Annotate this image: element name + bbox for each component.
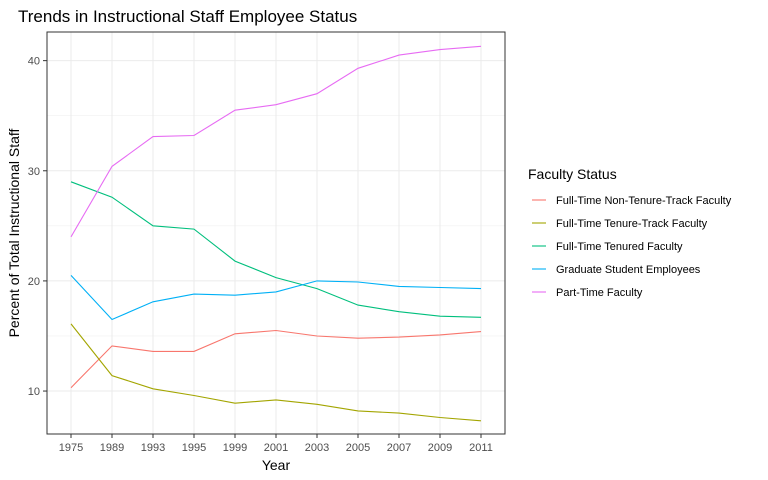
series-line xyxy=(70,45,482,238)
x-tick-label: 1999 xyxy=(223,442,247,454)
series-line xyxy=(70,323,482,422)
chart-title: Trends in Instructional Staff Employee S… xyxy=(18,7,357,26)
y-tick-label: 10 xyxy=(28,386,40,398)
x-tick-label: 1975 xyxy=(59,442,83,454)
x-tick-label: 2005 xyxy=(346,442,370,454)
x-tick-label: 1993 xyxy=(141,442,165,454)
series-line xyxy=(70,275,482,321)
x-tick-label: 2001 xyxy=(264,442,288,454)
y-tick-label: 40 xyxy=(28,56,40,68)
x-axis-label: Year xyxy=(262,457,291,473)
legend-label: Full-Time Non-Tenure-Track Faculty xyxy=(556,195,732,207)
x-tick-label: 1995 xyxy=(182,442,206,454)
series-lines xyxy=(70,45,482,422)
series-line xyxy=(70,181,482,318)
x-tick-label: 2009 xyxy=(428,442,452,454)
y-axis-label: Percent of Total Instructional Staff xyxy=(6,128,22,337)
legend-label: Graduate Student Employees xyxy=(556,264,701,276)
x-tick-label: 1989 xyxy=(100,442,124,454)
x-tick-label: 2003 xyxy=(305,442,329,454)
x-axis: 1975 1989 1993 1995 1999 2001 2003 2005 2007 2009… xyxy=(59,434,493,454)
legend-label: Full-Time Tenure-Track Faculty xyxy=(556,218,708,230)
x-tick-label: 2007 xyxy=(387,442,411,454)
y-axis: 10 20 30 40 xyxy=(28,56,47,398)
gridlines xyxy=(47,32,505,434)
series-line xyxy=(70,329,482,389)
x-tick-label: 2011 xyxy=(469,442,493,454)
legend: Faculty Status Full-Time Non-Tenure-Trac… xyxy=(528,166,732,299)
legend-label: Part-Time Faculty xyxy=(556,287,643,299)
legend-label: Full-Time Tenured Faculty xyxy=(556,241,683,253)
y-tick-label: 30 xyxy=(28,166,40,178)
y-tick-label: 20 xyxy=(28,276,40,288)
legend-title: Faculty Status xyxy=(528,166,617,182)
